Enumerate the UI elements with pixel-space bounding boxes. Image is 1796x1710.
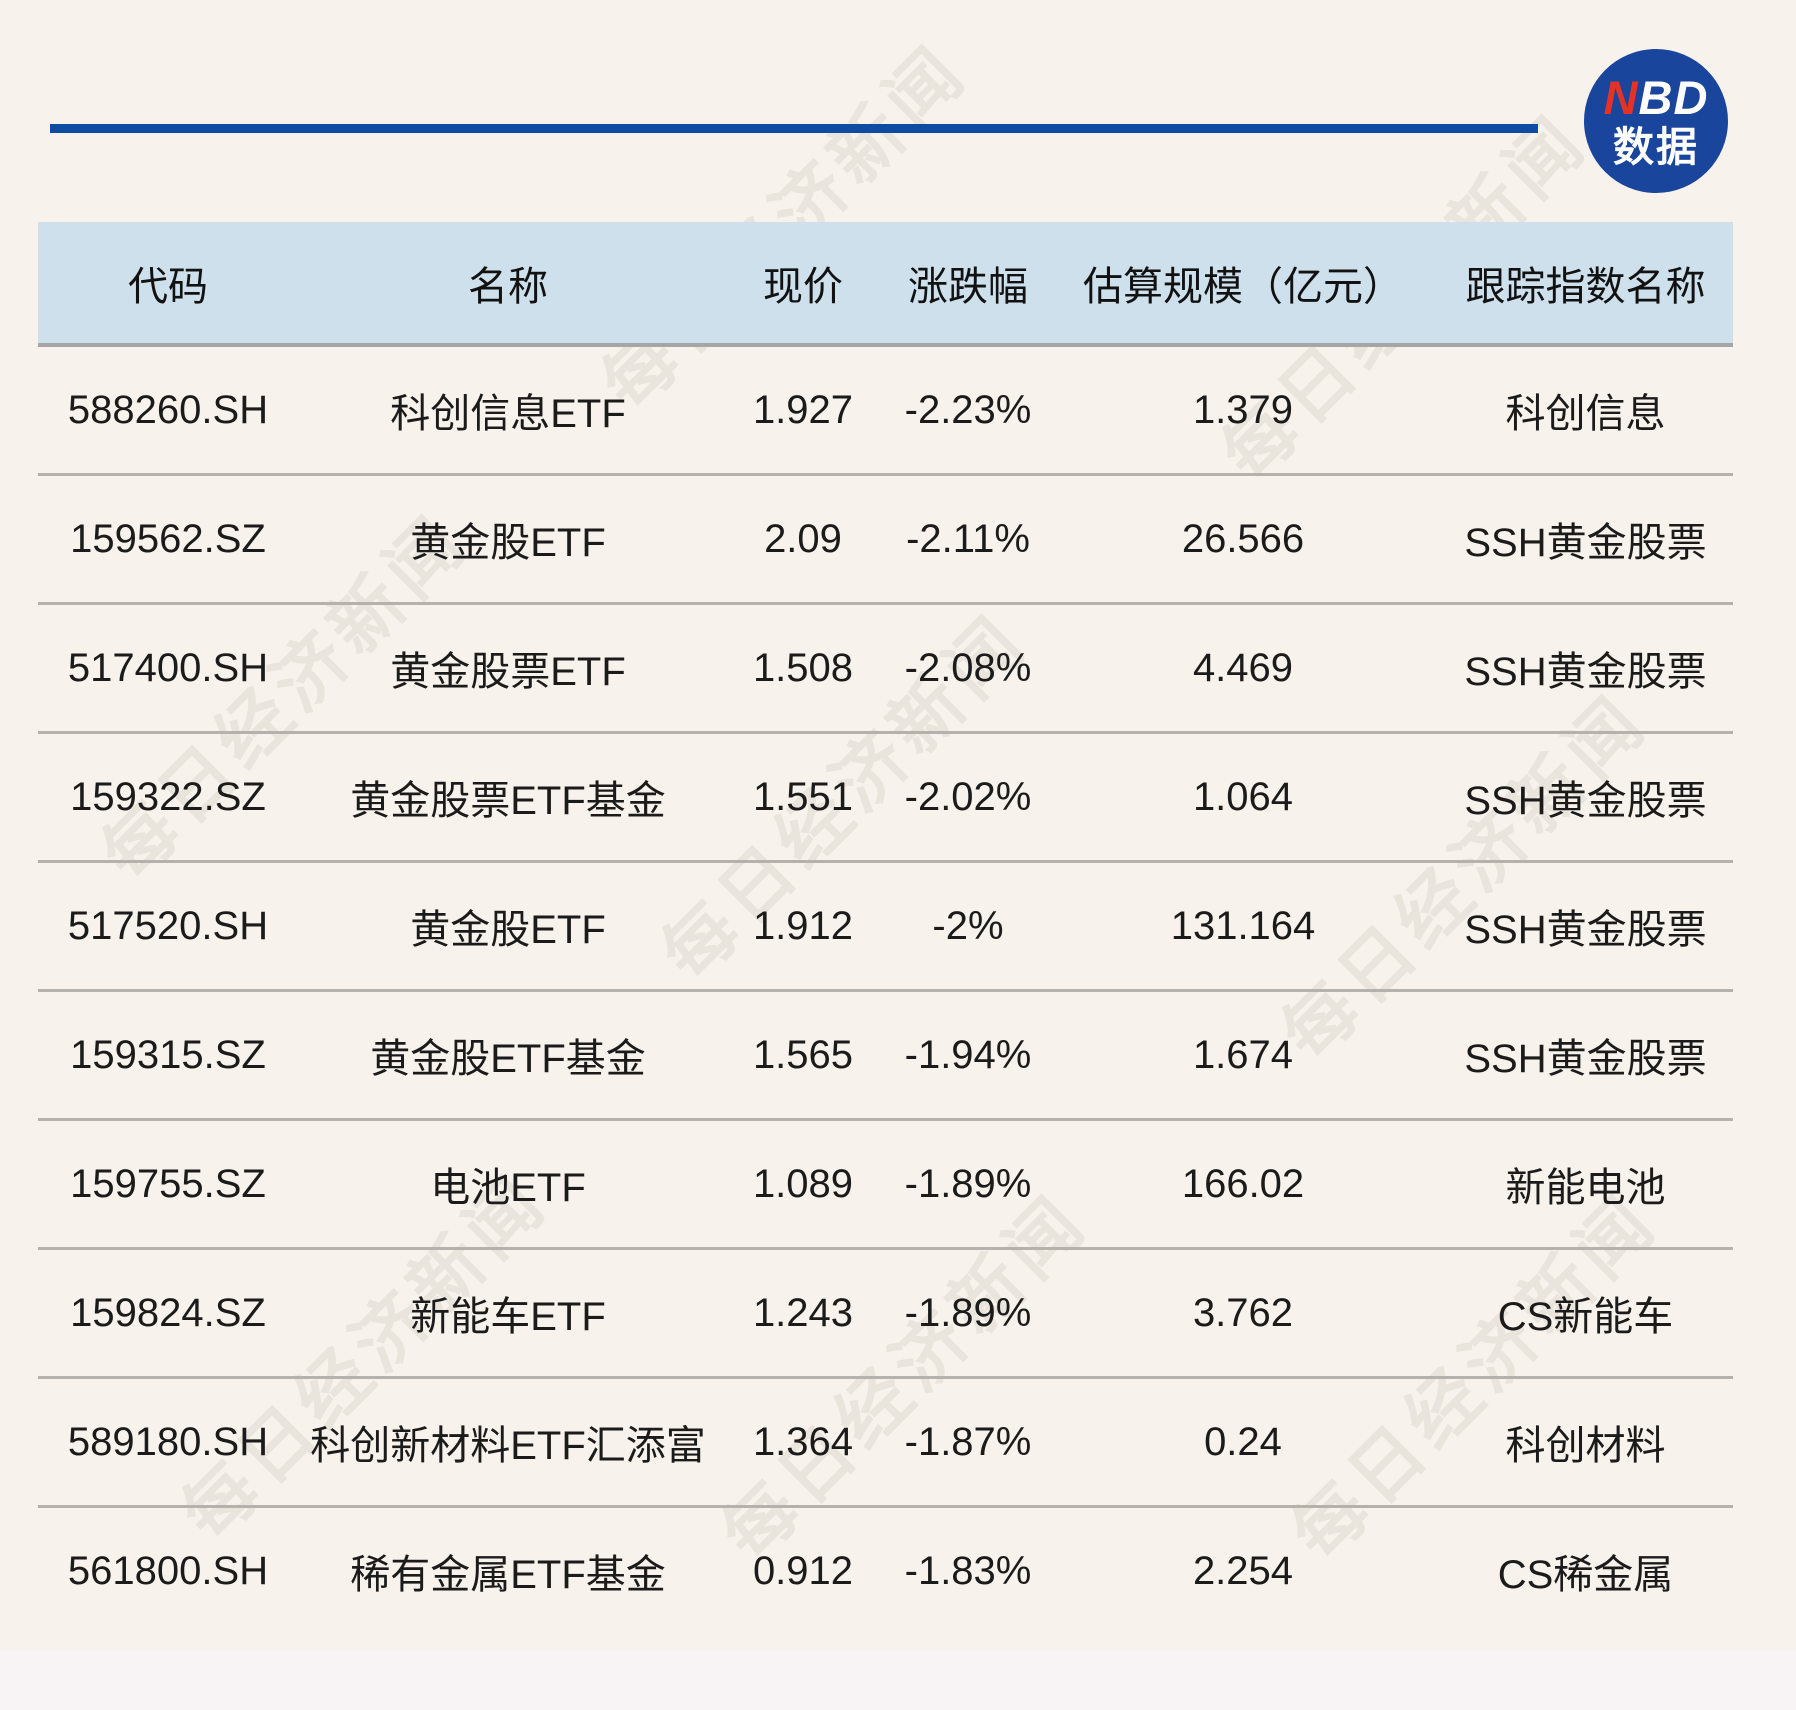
cell-name: 稀有金属ETF基金 — [350, 1553, 666, 1597]
cell-scale: 166.02 — [1181, 1161, 1305, 1206]
header-divider-line — [50, 124, 1538, 133]
cell-price: 1.927 — [752, 387, 854, 432]
cell-name: 新能车ETF — [410, 1295, 606, 1339]
cell-name: 科创信息ETF — [390, 392, 626, 436]
cell-scale: 26.566 — [1181, 516, 1305, 561]
cell-name: 黄金股ETF — [410, 908, 606, 952]
cell-price: 1.364 — [752, 1419, 854, 1464]
table-body: 588260.SH 科创信息ETF 1.927 -2.23% 1.379 科创信… — [38, 347, 1733, 1634]
table-row: 589180.SH 科创新材料ETF汇添富 1.364 -1.87% 0.24 … — [38, 1379, 1733, 1508]
cell-name: 科创新材料ETF汇添富 — [310, 1424, 706, 1468]
logo-letters-bd: BD — [1638, 71, 1709, 125]
table-row: 159315.SZ 黄金股ETF基金 1.565 -1.94% 1.674 SS… — [38, 992, 1733, 1121]
cell-code: 159322.SZ — [70, 774, 266, 819]
cell-price: 1.551 — [752, 774, 854, 819]
cell-index: SSH黄金股票 — [1464, 908, 1707, 952]
table-row: 561800.SH 稀有金属ETF基金 0.912 -1.83% 2.254 C… — [38, 1508, 1733, 1634]
logo-subtext: 数据 — [1613, 123, 1699, 170]
cell-index: 科创材料 — [1505, 1424, 1666, 1468]
cell-scale: 0.24 — [1204, 1419, 1282, 1464]
cell-code: 589180.SH — [67, 1419, 269, 1464]
cell-price: 1.508 — [752, 645, 854, 690]
cell-code: 159562.SZ — [70, 516, 266, 561]
cell-code: 588260.SH — [67, 387, 269, 432]
cell-index: SSH黄金股票 — [1464, 650, 1707, 694]
cell-change: -2.11% — [906, 516, 1030, 561]
cell-name: 黄金股票ETF — [390, 650, 626, 694]
column-header-change: 涨跌幅 — [908, 264, 1028, 309]
etf-table: 代码 名称 现价 涨跌幅 估算规模（亿元） 跟踪指数名称 588260.SH 科… — [38, 222, 1733, 1634]
cell-code: 159824.SZ — [70, 1290, 266, 1335]
cell-index: CS新能车 — [1497, 1295, 1674, 1339]
cell-change: -1.89% — [904, 1161, 1032, 1206]
cell-index: SSH黄金股票 — [1464, 779, 1707, 823]
cell-index: 新能电池 — [1505, 1166, 1666, 1210]
table-row: 159755.SZ 电池ETF 1.089 -1.89% 166.02 新能电池 — [38, 1121, 1733, 1250]
column-header-index: 跟踪指数名称 — [1465, 264, 1706, 309]
cell-code: 517400.SH — [67, 645, 269, 690]
cell-name: 电池ETF — [430, 1166, 586, 1210]
logo-nbd-text: NBD — [1604, 73, 1709, 122]
cell-name: 黄金股ETF基金 — [370, 1037, 646, 1081]
cell-scale: 1.674 — [1192, 1032, 1294, 1077]
cell-change: -1.89% — [904, 1290, 1032, 1335]
cell-scale: 2.254 — [1192, 1548, 1294, 1593]
logo-letter-n: N — [1603, 71, 1639, 125]
cell-index: 科创信息 — [1505, 392, 1666, 436]
cell-code: 159755.SZ — [70, 1161, 266, 1206]
cell-change: -2.08% — [904, 645, 1032, 690]
table-row: 159562.SZ 黄金股ETF 2.09 -2.11% 26.566 SSH黄… — [38, 476, 1733, 605]
cell-change: -2.02% — [904, 774, 1032, 819]
cell-scale: 131.164 — [1170, 903, 1316, 948]
cell-change: -2.23% — [904, 387, 1032, 432]
cell-code: 561800.SH — [67, 1548, 269, 1593]
table-row: 588260.SH 科创信息ETF 1.927 -2.23% 1.379 科创信… — [38, 347, 1733, 476]
cell-scale: 1.379 — [1192, 387, 1294, 432]
column-header-name: 名称 — [468, 264, 548, 309]
cell-price: 1.089 — [752, 1161, 854, 1206]
cell-scale: 1.064 — [1192, 774, 1294, 819]
cell-code: 517520.SH — [67, 903, 269, 948]
cell-scale: 3.762 — [1192, 1290, 1294, 1335]
nbd-logo: NBD 数据 — [1584, 49, 1728, 193]
cell-price: 0.912 — [752, 1548, 854, 1593]
cell-name: 黄金股ETF — [410, 521, 606, 565]
cell-change: -1.94% — [904, 1032, 1032, 1077]
column-header-code: 代码 — [128, 264, 208, 309]
cell-change: -1.83% — [904, 1548, 1032, 1593]
cell-price: 1.912 — [752, 903, 854, 948]
cell-code: 159315.SZ — [70, 1032, 266, 1077]
cell-change: -1.87% — [904, 1419, 1032, 1464]
bottom-strip — [0, 1650, 1796, 1710]
cell-name: 黄金股票ETF基金 — [350, 779, 666, 823]
column-header-scale: 估算规模（亿元） — [1083, 264, 1403, 309]
table-header-row: 代码 名称 现价 涨跌幅 估算规模（亿元） 跟踪指数名称 — [38, 222, 1733, 347]
cell-price: 1.565 — [752, 1032, 854, 1077]
cell-change: -2% — [932, 903, 1004, 948]
table-row: 517400.SH 黄金股票ETF 1.508 -2.08% 4.469 SSH… — [38, 605, 1733, 734]
table-row: 159824.SZ 新能车ETF 1.243 -1.89% 3.762 CS新能… — [38, 1250, 1733, 1379]
cell-price: 2.09 — [764, 516, 842, 561]
table-row: 159322.SZ 黄金股票ETF基金 1.551 -2.02% 1.064 S… — [38, 734, 1733, 863]
cell-index: SSH黄金股票 — [1464, 521, 1707, 565]
table-row: 517520.SH 黄金股ETF 1.912 -2% 131.164 SSH黄金… — [38, 863, 1733, 992]
cell-price: 1.243 — [752, 1290, 854, 1335]
column-header-price: 现价 — [763, 264, 843, 309]
cell-scale: 4.469 — [1192, 645, 1294, 690]
cell-index: CS稀金属 — [1497, 1553, 1674, 1597]
cell-index: SSH黄金股票 — [1464, 1037, 1707, 1081]
